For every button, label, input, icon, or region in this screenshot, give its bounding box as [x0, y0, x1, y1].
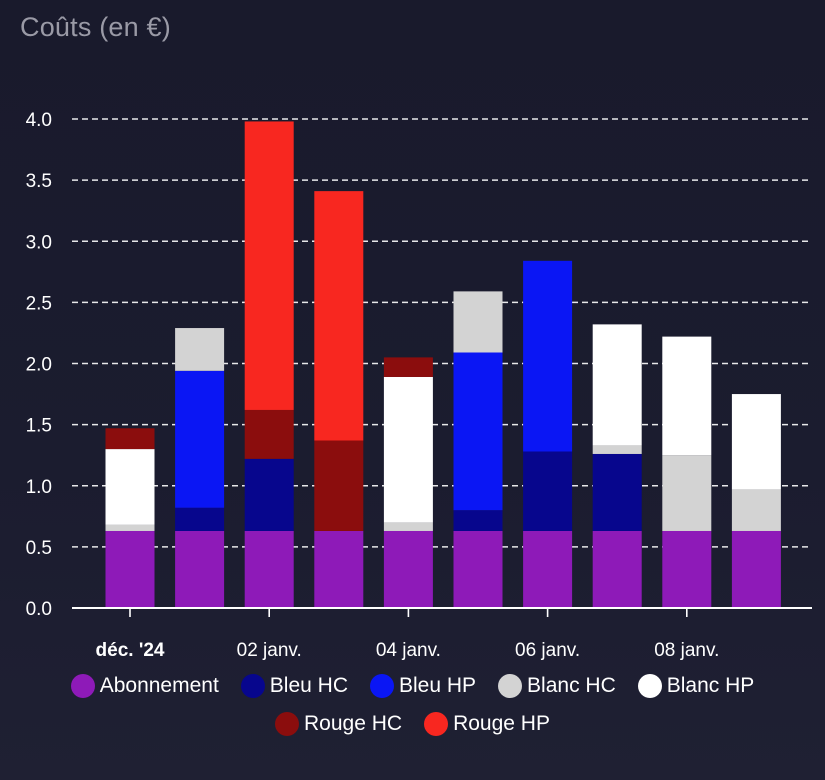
bar-segment-blanc-hc[interactable]: Blanc HC — 09 janv.: 0.34 — [731, 489, 781, 531]
bar-segment-abonnement[interactable]: Abonnement — 02 janv.: 0.63 — [244, 530, 294, 608]
y-tick-label: 4.0 — [26, 110, 52, 131]
y-tick-label: 2.5 — [26, 293, 52, 314]
legend-item-rouge-hp[interactable]: Rouge HP — [424, 712, 550, 736]
bar-segment-bleu-hc[interactable]: Bleu HC — 02 janv.: 0.59 — [244, 458, 294, 531]
stacked-bar-chart: 0.0 0.5 1.0 1.5 2.0 2.5 3.0 3.5 4.0 Abonnement — … — [26, 110, 781, 661]
chart-legend: Abonnement Bleu HC Bleu HP Blanc HC Blanc HP… — [0, 674, 825, 736]
bar-segment-abonnement[interactable]: Abonnement — 09 janv.: 0.63 — [731, 530, 781, 608]
bar-segment-abonnement[interactable]: Abonnement — 01 janv.: 0.63 — [175, 530, 225, 608]
bar-segment-blanc-hp[interactable]: Blanc HP — 31 déc.: 0.62 — [105, 449, 155, 525]
x-tick-label: 04 janv. — [376, 640, 441, 661]
bar-segment-bleu-hc[interactable]: Bleu HC — 06 janv.: 0.65 — [523, 451, 573, 531]
bar-segment-abonnement[interactable]: Abonnement — 31 déc.: 0.63 — [105, 530, 155, 608]
bar-segment-bleu-hc[interactable]: Bleu HC — 01 janv.: 0.19 — [175, 507, 225, 531]
y-tick-label: 0.5 — [26, 538, 52, 559]
legend-swatch — [70, 674, 95, 698]
bar-segment-rouge-hp[interactable]: Rouge HP — 03 janv.: 2.04 — [314, 191, 364, 441]
bar-segment-rouge-hc[interactable]: Rouge HC — 02 janv.: 0.4 — [244, 409, 294, 459]
legend-label: Bleu HP — [399, 674, 477, 697]
chart-title: Coûts (en €) — [20, 12, 171, 42]
bar-segment-bleu-hc[interactable]: Bleu HC — 07 janv.: 0.63 — [592, 453, 642, 531]
bar-segment-blanc-hc[interactable]: Blanc HC — 08 janv.: 0.62 — [662, 455, 712, 531]
legend-label: Abonnement — [99, 674, 219, 697]
legend-label: Blanc HC — [527, 674, 616, 697]
y-tick-label: 1.5 — [26, 416, 52, 437]
bar-segment-bleu-hp[interactable]: Bleu HP — 06 janv.: 1.56 — [523, 260, 573, 452]
bar-segment-abonnement[interactable]: Abonnement — 07 janv.: 0.63 — [592, 530, 642, 608]
y-tick-label: 2.0 — [26, 355, 52, 376]
legend-item-rouge-hc[interactable]: Rouge HC — [275, 712, 402, 736]
bar-segment-bleu-hc[interactable]: Bleu HC — 05 janv.: 0.17 — [453, 510, 503, 531]
bar-segment-abonnement[interactable]: Abonnement — 06 janv.: 0.63 — [523, 530, 573, 608]
y-tick-label: 3.0 — [26, 232, 52, 253]
bar-segment-abonnement[interactable]: Abonnement — 08 janv.: 0.63 — [662, 530, 712, 608]
legend-item-abonnement[interactable]: Abonnement — [70, 674, 219, 698]
y-tick-label: 0.0 — [26, 599, 52, 620]
x-tick-label: 06 janv. — [515, 640, 580, 661]
bar-segment-bleu-hp[interactable]: Bleu HP — 01 janv.: 1.12 — [175, 370, 225, 508]
bar-segment-blanc-hp[interactable]: Blanc HP — 09 janv.: 0.78 — [731, 394, 781, 490]
bar-segment-blanc-hc[interactable]: Blanc HC — 04 janv.: 0.07 — [383, 522, 433, 531]
legend-item-bleu-hp[interactable]: Bleu HP — [370, 674, 476, 698]
legend-swatch — [240, 674, 265, 698]
x-tick-label: 02 janv. — [237, 640, 302, 661]
legend-swatch — [424, 712, 449, 736]
bar-segment-bleu-hp[interactable]: Bleu HP — 05 janv.: 1.29 — [453, 352, 503, 511]
legend-item-blanc-hp[interactable]: Blanc HP — [637, 674, 755, 698]
legend-label: Blanc HP — [666, 674, 755, 697]
bar-segment-abonnement[interactable]: Abonnement — 04 janv.: 0.63 — [383, 530, 433, 608]
bar-segment-blanc-hp[interactable]: Blanc HP — 08 janv.: 0.97 — [662, 336, 712, 456]
legend-swatch — [275, 712, 300, 736]
legend-item-blanc-hc[interactable]: Blanc HC — [498, 674, 616, 698]
legend-label: Rouge HC — [304, 712, 403, 735]
bar-segment-rouge-hc[interactable]: Rouge HC — 04 janv.: 0.16 — [383, 357, 433, 377]
legend-swatch — [637, 674, 662, 698]
bar-segment-blanc-hp[interactable]: Blanc HP — 07 janv.: 0.99 — [592, 324, 642, 446]
bar-segment-blanc-hp[interactable]: Blanc HP — 04 janv.: 1.19 — [383, 376, 433, 523]
bar-segment-abonnement[interactable]: Abonnement — 05 janv.: 0.63 — [453, 530, 503, 608]
bar-segment-blanc-hc[interactable]: Blanc HC — 31 déc.: 0.05 — [105, 524, 155, 531]
legend-label: Rouge HP — [453, 712, 550, 735]
bar-segment-rouge-hc[interactable]: Rouge HC — 31 déc.: 0.17 — [105, 428, 155, 450]
bar-segment-blanc-hc[interactable]: Blanc HC — 07 janv.: 0.07 — [592, 445, 642, 454]
y-tick-label: 1.0 — [26, 477, 52, 498]
bar-segment-rouge-hc[interactable]: Rouge HC — 03 janv.: 0.74 — [314, 440, 364, 531]
x-tick-label: déc. '24 — [96, 640, 165, 661]
bar-segment-blanc-hc[interactable]: Blanc HC — 01 janv.: 0.35 — [175, 328, 225, 371]
y-tick-label: 3.5 — [26, 171, 52, 192]
bar-segment-blanc-hc[interactable]: Blanc HC — 05 janv.: 0.5 — [453, 291, 503, 353]
legend-swatch — [498, 674, 523, 698]
bar-segment-rouge-hp[interactable]: Rouge HP — 02 janv.: 2.36 — [244, 121, 294, 410]
x-tick-label: 08 janv. — [654, 640, 719, 661]
legend-swatch — [370, 674, 394, 698]
legend-label: Bleu HC — [269, 674, 348, 697]
bar-segment-abonnement[interactable]: Abonnement — 03 janv.: 0.63 — [314, 530, 364, 608]
legend-item-bleu-hc[interactable]: Bleu HC — [240, 674, 348, 698]
